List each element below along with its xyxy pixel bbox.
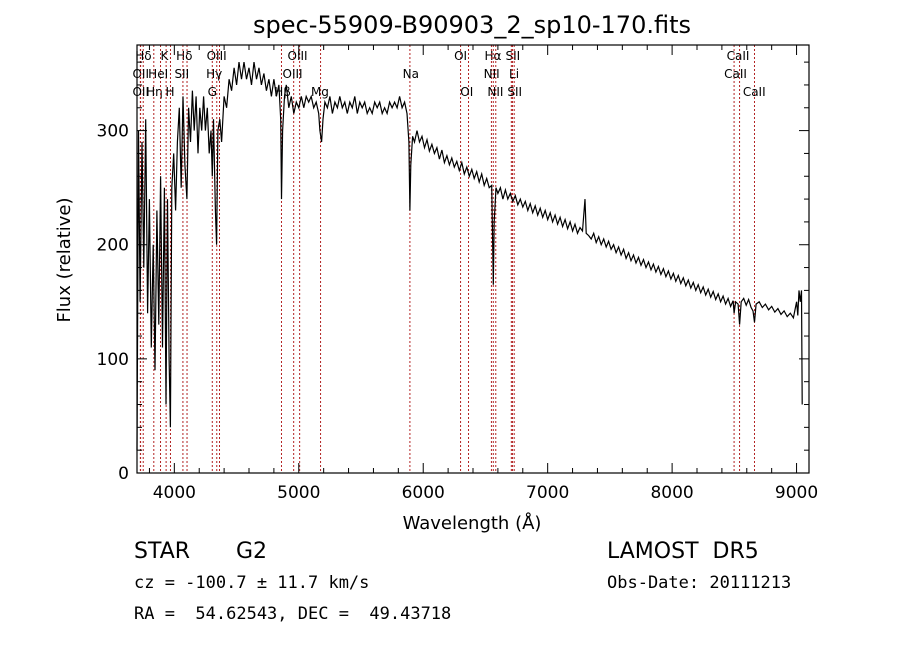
- line-marker-label: OI: [460, 85, 473, 99]
- line-marker-label: HeI: [148, 67, 168, 81]
- line-marker-label: CaII: [743, 85, 766, 99]
- line-marker-label: OIII: [288, 49, 308, 63]
- x-tick-label: 8000: [650, 483, 693, 503]
- line-marker-label: Hη: [146, 85, 163, 99]
- line-marker-label: SII: [507, 85, 522, 99]
- survey-name: LAMOST DR5: [607, 539, 759, 564]
- line-marker-label: H: [165, 85, 174, 99]
- x-tick-label: 6000: [402, 483, 445, 503]
- line-marker-label: OIII: [283, 67, 303, 81]
- y-axis-ticks: 0 100 200 300: [97, 61, 809, 484]
- object-subclass: G2: [236, 539, 268, 564]
- line-marker-label: NII: [487, 85, 503, 99]
- line-marker-label: K: [160, 49, 169, 63]
- line-marker-label: Hδ: [176, 49, 192, 63]
- line-marker-label: NII: [484, 67, 500, 81]
- spectrum-line: [136, 62, 803, 451]
- line-marker-label: SII: [174, 67, 189, 81]
- y-tick-label: 0: [118, 464, 129, 484]
- line-marker-label: CaII: [724, 67, 747, 81]
- line-marker-label: Hα: [484, 49, 501, 63]
- x-tick-label: 5000: [277, 483, 320, 503]
- line-marker-label: SII: [505, 49, 520, 63]
- chart-title: spec-55909-B90903_2_sp10-170.fits: [253, 11, 691, 39]
- redshift-value: cz = -100.7 ± 11.7 km/s: [134, 573, 370, 593]
- y-axis-label: Flux (relative): [54, 197, 75, 322]
- x-tick-label: 7000: [526, 483, 569, 503]
- x-tick-label: 9000: [775, 483, 818, 503]
- line-marker-label: OI: [454, 49, 467, 63]
- y-tick-label: 300: [97, 122, 129, 142]
- x-tick-label: 4000: [153, 483, 196, 503]
- object-class: STAR: [134, 539, 191, 564]
- plot-frame: [136, 44, 810, 474]
- line-marker-label: Na: [403, 67, 419, 81]
- line-marker-label: Hγ: [206, 67, 222, 81]
- line-marker-label: CaII: [727, 49, 750, 63]
- y-tick-label: 100: [97, 350, 129, 370]
- coordinates: RA = 54.62543, DEC = 49.43718: [134, 604, 452, 624]
- line-marker-label: G: [208, 85, 217, 99]
- x-axis-ticks: 4000 5000 6000 7000 8000 9000: [148, 45, 818, 503]
- line-marker-label: Mg: [311, 85, 329, 99]
- line-marker-label: OIII: [207, 49, 227, 63]
- line-marker-label: Hδ: [135, 49, 151, 63]
- observation-date: Obs-Date: 20111213: [607, 573, 792, 593]
- y-tick-label: 200: [97, 236, 129, 256]
- x-axis-label: Wavelength (Å): [403, 512, 542, 534]
